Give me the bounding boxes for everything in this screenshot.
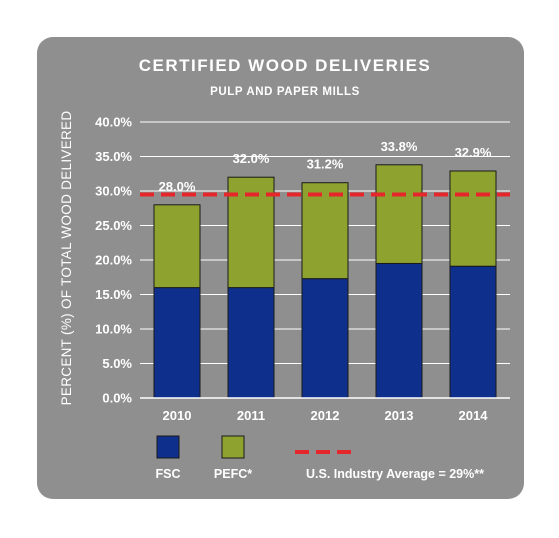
legend-label-industry-average: U.S. Industry Average = 29%** bbox=[306, 467, 484, 481]
bar-pefc-2010 bbox=[153, 204, 201, 289]
chart-panel bbox=[37, 37, 524, 499]
y-tick-label: 0.0% bbox=[102, 391, 132, 406]
total-label-2011: 32.0% bbox=[233, 151, 270, 166]
x-tick-label-2012: 2012 bbox=[311, 408, 340, 423]
bar-pefc-2013 bbox=[375, 164, 423, 264]
y-tick-label: 40.0% bbox=[95, 115, 132, 130]
bar-pefc-2012 bbox=[301, 182, 349, 280]
total-label-2012: 31.2% bbox=[307, 157, 344, 172]
chart-title: CERTIFIED WOOD DELIVERIES bbox=[139, 56, 432, 75]
y-tick-label: 30.0% bbox=[95, 184, 132, 199]
bars bbox=[153, 164, 497, 399]
bar-fsc-2012 bbox=[301, 278, 349, 399]
x-tick-label-2014: 2014 bbox=[459, 408, 489, 423]
y-tick-label: 25.0% bbox=[95, 218, 132, 233]
bar-pefc-2014 bbox=[449, 170, 497, 267]
total-label-2014: 32.9% bbox=[455, 145, 492, 160]
y-axis-label: PERCENT (%) OF TOTAL WOOD DELIVERED bbox=[59, 111, 74, 406]
y-tick-label: 10.0% bbox=[95, 322, 132, 337]
legend-label-fsc: FSC bbox=[156, 467, 181, 481]
y-tick-label: 35.0% bbox=[95, 149, 132, 164]
data-labels: 28.0% 32.0% 31.2% 33.8% 32.9% bbox=[159, 139, 492, 194]
y-tick-label: 15.0% bbox=[95, 287, 132, 302]
bar-fsc-2010 bbox=[153, 287, 201, 399]
bar-fsc-2011 bbox=[227, 287, 275, 399]
x-tick-label-2010: 2010 bbox=[163, 408, 192, 423]
x-tick-label-2011: 2011 bbox=[237, 408, 265, 423]
chart-subtitle: PULP AND PAPER MILLS bbox=[210, 86, 360, 98]
bar-fsc-2014 bbox=[449, 265, 497, 399]
bar-fsc-2013 bbox=[375, 262, 423, 399]
total-label-2010: 28.0% bbox=[159, 179, 196, 194]
y-tick-label: 20.0% bbox=[95, 253, 132, 268]
legend-swatch-fsc bbox=[156, 435, 180, 459]
x-tick-label-2013: 2013 bbox=[385, 408, 414, 423]
legend-swatch-pefc bbox=[221, 435, 245, 459]
legend: FSC PEFC* U.S. Industry Average = 29%** bbox=[156, 435, 484, 481]
y-tick-label: 5.0% bbox=[102, 356, 132, 371]
total-label-2013: 33.8% bbox=[381, 139, 418, 154]
legend-label-pefc: PEFC* bbox=[214, 467, 252, 481]
axes: 0.0% 5.0% 10.0% 15.0% 20.0% 25.0% 30.0% 35.0% 40… bbox=[95, 115, 510, 423]
